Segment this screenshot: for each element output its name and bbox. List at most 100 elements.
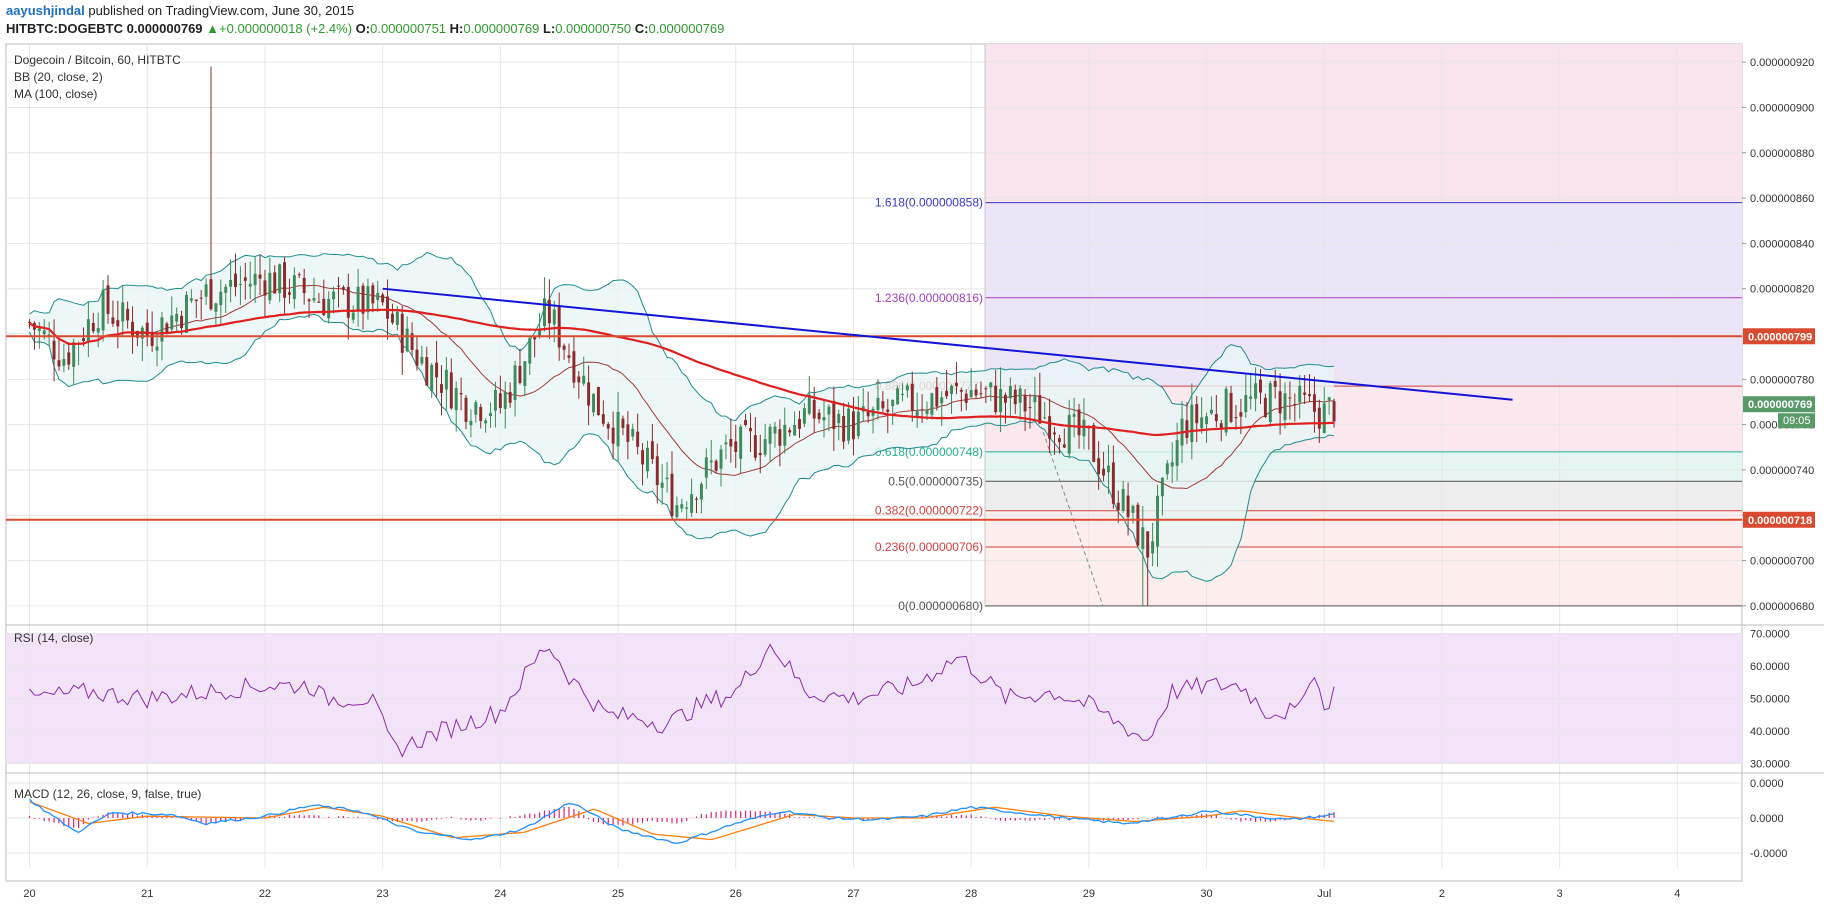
x-tick-label: 3 [1557,888,1563,900]
fib-zone-top [985,44,1742,203]
x-tick-label: 25 [612,888,624,900]
candle-body [748,428,752,432]
x-tick-label: 29 [1083,888,1095,900]
candle-body [1312,394,1316,412]
symbol-name: HITBTC:DOGEBTC [6,21,123,36]
candle-body [1263,397,1267,417]
candle-body [817,412,821,420]
candle-body [1057,438,1061,443]
candle-body [881,401,885,409]
candle-body [263,280,267,296]
candle-body [954,382,958,387]
x-tick-label: 23 [377,888,389,900]
y-tick-label: 0.000000780 [1750,374,1814,386]
y-tick-label: 0.000000740 [1750,465,1814,477]
rsi-y-tick-label: 40.0000 [1750,726,1790,738]
fib-label: 0.382(0.000000722) [875,504,983,518]
candle-body [145,322,149,336]
candle-body [959,389,963,392]
candle-body [935,387,939,407]
candle-body [616,411,620,447]
bb-lower [29,313,1335,582]
candle-body [552,309,556,325]
candle-body [1288,397,1292,399]
macd-y-tick-label: -0.0000 [1750,848,1787,860]
candle-body [337,285,340,287]
candle-body [229,280,233,287]
candle-body [601,414,605,424]
candle-body [287,292,291,295]
candle-body [606,424,610,429]
candle-body [631,428,635,437]
candle-body [1283,393,1287,421]
author-link[interactable]: aayushjindal [6,3,85,18]
candle-body [312,298,316,301]
candle-body [1268,383,1272,423]
candlestick-series [28,66,1336,606]
candle-body [234,273,237,287]
candle-body [1048,416,1052,439]
candle-body [395,311,399,325]
candle-body [930,393,934,415]
candle-body [376,292,380,301]
candle-body [729,439,733,447]
candle-body [1038,395,1042,424]
candle-body [621,418,625,428]
candle-body [444,369,448,390]
x-tick-label: 26 [730,888,742,900]
macd-y-tick-label: 0.0000 [1750,813,1784,825]
x-tick-label: 24 [494,888,506,900]
candle-body [1214,414,1218,422]
bollinger-bands [29,251,1335,582]
candle-body [28,321,32,324]
candle-body [52,340,56,360]
candle-body [1308,394,1311,397]
candle-body [498,393,502,408]
macd-line [29,798,1335,844]
x-tick-label: 20 [23,888,35,900]
candle-body [459,392,463,395]
candle-body [999,388,1003,413]
low-label: L: [542,21,556,36]
x-tick-label: 30 [1200,888,1212,900]
drawn-lines[interactable] [6,287,1742,521]
candle-body [86,319,90,343]
candle-body [317,301,321,303]
candle-body [1121,488,1125,511]
candle-body [238,284,242,286]
y-tick-label: 0.000000880 [1750,148,1814,160]
candle-body [126,308,130,321]
candle-body [724,442,728,445]
candle-body [351,312,355,320]
candle-body [910,383,914,411]
candle-body [410,333,414,350]
candle-body [366,286,370,313]
candle-body [773,426,777,434]
candle-body [778,429,782,446]
candle-body [1028,407,1032,409]
candle-body [1229,392,1233,422]
candle-body [758,452,762,456]
candle-body [837,413,841,424]
candle-body [1033,395,1037,403]
y-tick-label: 0.000000920 [1750,57,1814,69]
bb-fill [29,252,1334,582]
candle-body [734,441,738,453]
symbol-line: HITBTC:DOGEBTC 0.000000769 ▲+0.000000018… [6,21,724,36]
candle-body [1092,425,1096,462]
candle-body [1082,419,1086,437]
candle-body [1146,531,1150,558]
candle-body [278,264,282,294]
candle-body [1165,463,1169,475]
candle-body [915,410,919,417]
candle-body [273,272,277,294]
candle-body [405,328,409,352]
candle-body [346,286,350,318]
candle-body [96,328,100,333]
candle-body [341,287,345,290]
candle-body [714,460,718,471]
candle-body [582,375,586,384]
candle-body [680,504,684,509]
candle-body [116,320,120,327]
